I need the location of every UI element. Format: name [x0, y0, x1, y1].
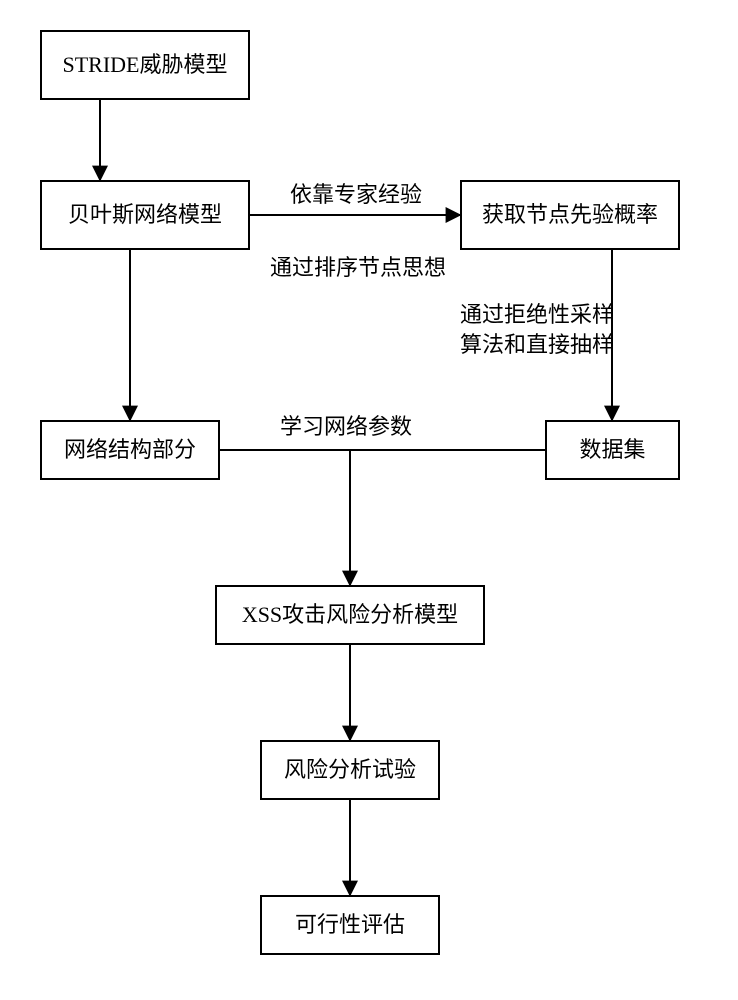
node-bayes: 贝叶斯网络模型 [40, 180, 250, 250]
node-struct-label: 网络结构部分 [64, 436, 196, 465]
node-feasibility-label: 可行性评估 [295, 911, 405, 940]
node-xss-label: XSS攻击风险分析模型 [242, 601, 458, 630]
node-prior: 获取节点先验概率 [460, 180, 680, 250]
edges-layer [0, 0, 738, 1000]
node-stride: STRIDE威胁模型 [40, 30, 250, 100]
node-struct: 网络结构部分 [40, 420, 220, 480]
node-prior-label: 获取节点先验概率 [482, 201, 658, 230]
node-dataset-label: 数据集 [579, 436, 645, 465]
node-experiment: 风险分析试验 [260, 740, 440, 800]
edge-label-learn: 学习网络参数 [280, 412, 412, 442]
node-feasibility: 可行性评估 [260, 895, 440, 955]
edge-label-expert: 依靠专家经验 [290, 180, 422, 210]
node-bayes-label: 贝叶斯网络模型 [68, 201, 222, 230]
edge-label-sortnode: 通过排序节点思想 [270, 253, 446, 283]
node-dataset: 数据集 [545, 420, 680, 480]
flowchart-canvas: STRIDE威胁模型 贝叶斯网络模型 获取节点先验概率 网络结构部分 数据集 X… [0, 0, 738, 1000]
edge-label-sampling-text: 通过拒绝性采样算法和直接抽样 [460, 302, 614, 357]
edge-label-sampling: 通过拒绝性采样算法和直接抽样 [460, 300, 614, 359]
node-experiment-label: 风险分析试验 [284, 756, 416, 785]
node-stride-label: STRIDE威胁模型 [62, 51, 227, 80]
node-xss: XSS攻击风险分析模型 [215, 585, 485, 645]
